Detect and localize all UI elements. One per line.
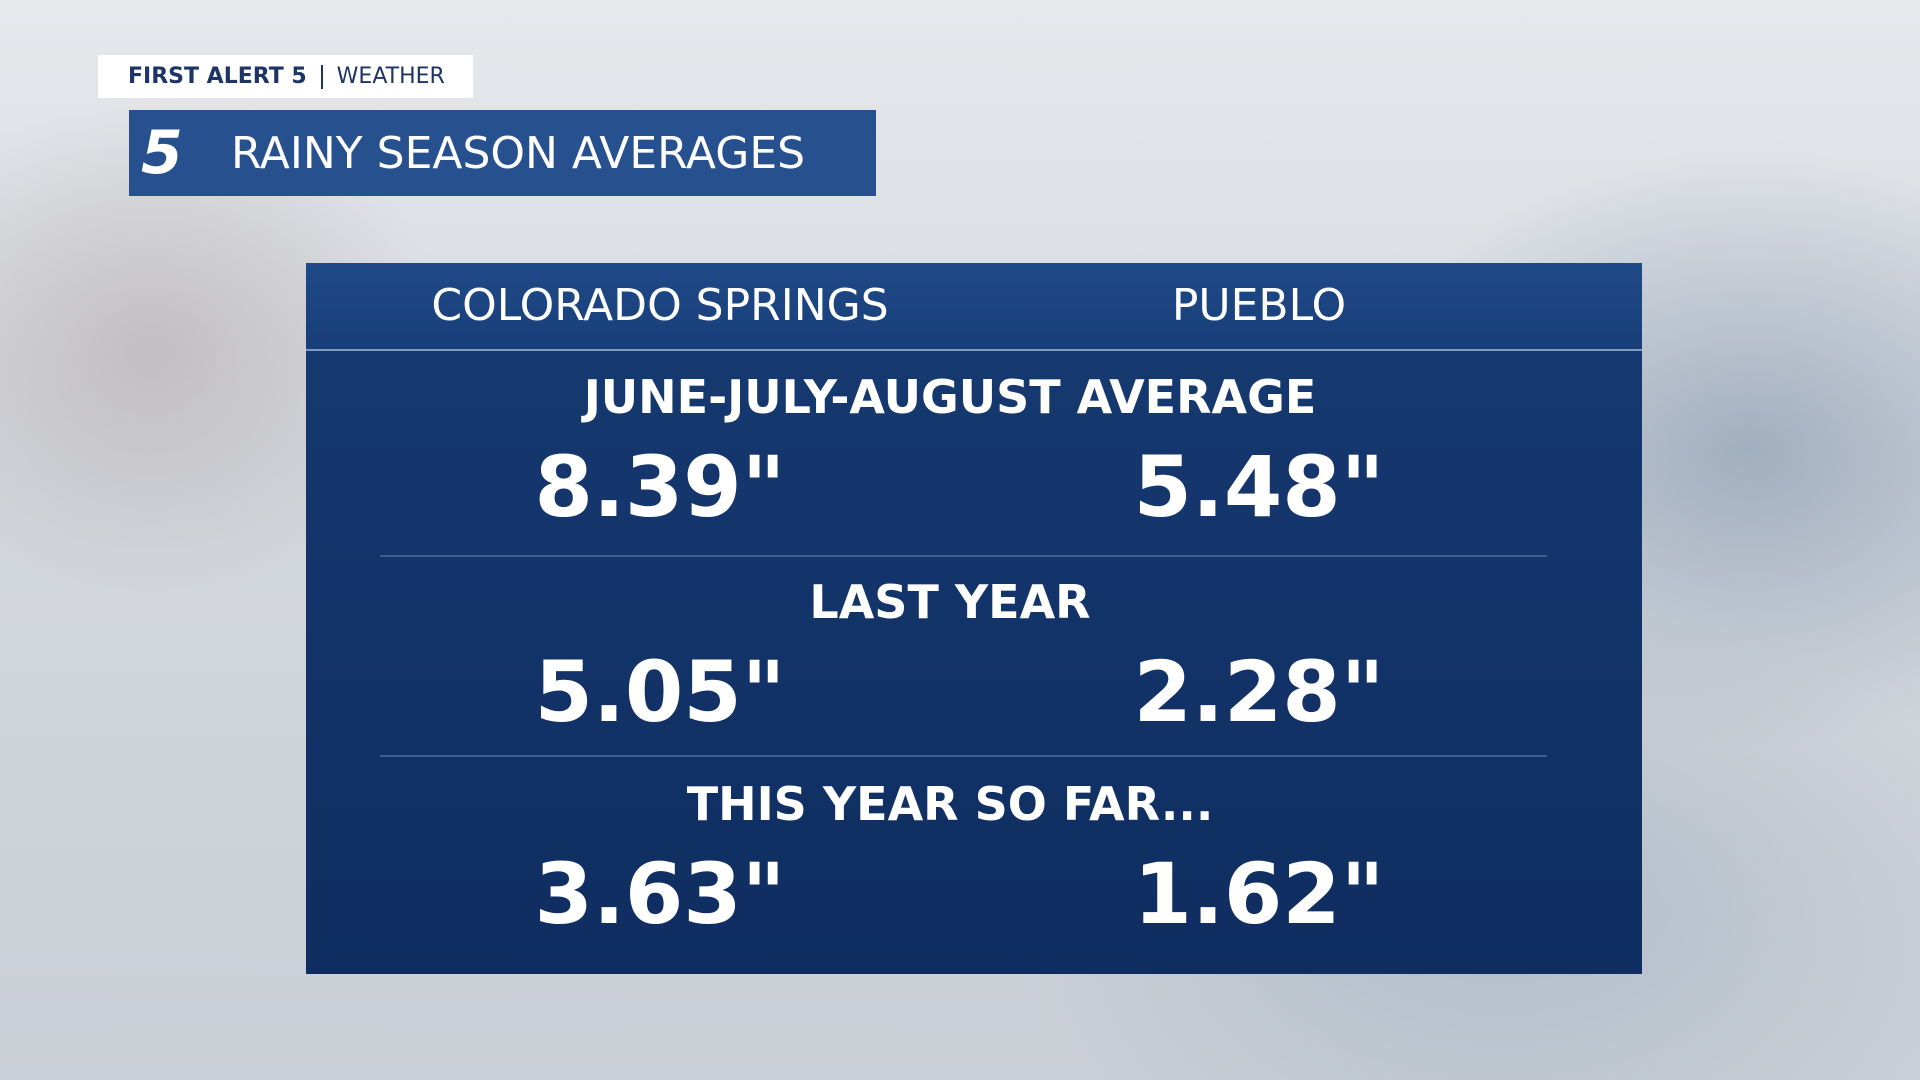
value: 5.48" [1133,438,1385,536]
separator [320,64,323,89]
logo: 5 [141,118,183,188]
section-label: THIS YEAR SO FAR... [686,777,1214,831]
divider [380,555,1547,557]
section: WEATHER [336,64,445,89]
section-label: JUNE-JULY-AUGUST AVERAGE [583,370,1317,424]
column-label: COLORADO SPRINGS [431,280,889,331]
panel [306,263,1642,974]
title: RAINY SEASON AVERAGES [231,127,806,179]
value: 2.28" [1133,643,1385,741]
column-header [306,263,1642,351]
brand: FIRST ALERT 5 [128,64,307,89]
value: 8.39" [534,438,786,536]
value: 5.05" [534,643,786,741]
title-box: 5 RAINY SEASON AVERAGES [129,110,876,196]
divider [380,755,1547,757]
column-label: PUEBLO [1171,280,1347,331]
value: 1.62" [1133,845,1385,943]
value: 3.63" [534,845,786,943]
top-bar: FIRST ALERT 5 WEATHER [98,55,473,98]
section-label: LAST YEAR [809,575,1091,629]
